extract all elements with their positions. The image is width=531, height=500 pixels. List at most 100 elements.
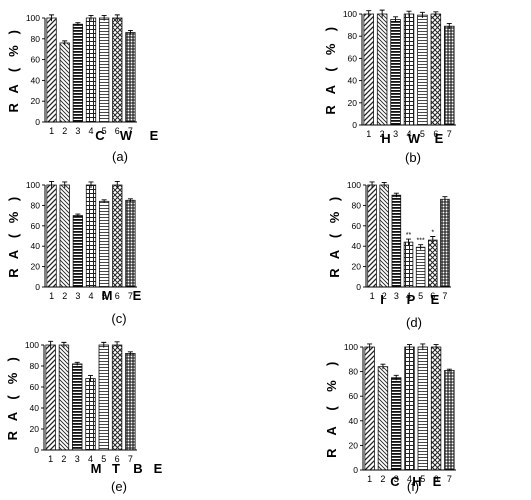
bar (125, 199, 136, 288)
bar (363, 13, 374, 126)
x-tick-label: 7 (442, 291, 447, 301)
error-bar (420, 343, 426, 351)
x-tick-label: 7 (447, 474, 452, 484)
y-axis-label-letter: R (323, 105, 338, 115)
x-tick-label: 2 (380, 474, 385, 484)
chart-panel-4: 1 2 3 ** 4 *** 5 * 6 7 0 20 40 60 80 100 RA (%) I P E (d) (327, 180, 451, 330)
x-tick-label: 6 (115, 126, 120, 136)
x-tick-label: 4 (88, 454, 93, 464)
x-tick-label: 5 (420, 129, 425, 139)
x-axis-label-letter: E (133, 288, 142, 303)
y-tick-label: 40 (348, 76, 358, 86)
bar (430, 346, 442, 471)
x-tick-label: 5 (418, 291, 423, 301)
x-tick-label: 1 (49, 126, 54, 136)
bar (45, 344, 56, 451)
x-axis-label-letter: E (154, 461, 163, 476)
chart-panel-5: 1 2 3 4 5 6 7 0 20 40 60 80 100 RA (%) M T B E (e) (5, 340, 163, 494)
panel-label: (c) (111, 311, 126, 326)
error-bar (114, 180, 120, 189)
y-tick-label: 100 (25, 340, 39, 350)
y-tick-label: 0 (35, 282, 40, 292)
panel-label: (d) (406, 315, 422, 330)
y-axis-label-letter: A (323, 84, 338, 94)
y-axis-label-letter: A (327, 249, 342, 259)
error-bar (446, 368, 452, 372)
bar (403, 13, 415, 126)
bar (377, 366, 389, 471)
error-bar (114, 341, 120, 349)
y-tick-label: 100 (344, 342, 358, 352)
y-axis-label-letter: R (324, 448, 339, 458)
error-bar (442, 196, 448, 202)
x-tick-label: 4 (407, 474, 412, 484)
x-tick-label: 6 (433, 129, 438, 139)
bar (112, 184, 123, 288)
bar (417, 14, 428, 126)
error-bar (127, 198, 133, 202)
error-bar (418, 244, 424, 250)
y-tick-label: 80 (31, 200, 41, 210)
x-tick-label: 7 (447, 129, 452, 139)
x-axis-label-letter: P (407, 292, 416, 307)
error-bar (369, 181, 375, 189)
bar (440, 198, 450, 288)
bar (85, 378, 96, 451)
y-tick-label: 100 (343, 9, 357, 19)
y-axis-label-letter: ) (5, 357, 20, 361)
x-tick-label: 6 (115, 291, 120, 301)
panel-label: (e) (111, 479, 127, 494)
error-bar (433, 11, 439, 17)
bar (430, 13, 442, 126)
panel-label: (a) (112, 149, 128, 164)
x-axis-label-letter: W (408, 131, 421, 146)
bar (125, 352, 136, 451)
y-axis-label-letter: % (6, 211, 21, 223)
error-bar (114, 14, 120, 22)
y-axis-label-letter: A (6, 249, 21, 259)
x-tick-label: 7 (128, 126, 133, 136)
x-tick-label: 7 (128, 291, 133, 301)
error-bar (74, 361, 80, 366)
error-bar (446, 22, 452, 29)
x-axis-label-letter: E (435, 131, 444, 146)
y-axis-label-letter: ( (327, 233, 342, 238)
y-axis-label-letter: A (324, 426, 339, 436)
x-tick-label: 3 (75, 291, 80, 301)
x-tick-label: 6 (430, 291, 435, 301)
bar (72, 23, 83, 123)
x-axis-label-letter: E (150, 128, 159, 143)
error-bar (419, 11, 425, 18)
y-tick-label: 40 (349, 416, 359, 426)
y-tick-label: 20 (349, 440, 359, 450)
y-tick-label: 100 (26, 180, 40, 190)
y-axis-label-letter: R (327, 268, 342, 278)
bar (379, 184, 389, 288)
bar (417, 346, 428, 471)
bar (112, 17, 123, 123)
bar (85, 17, 97, 123)
x-axis-label-letter: T (112, 461, 120, 476)
bar (99, 200, 110, 288)
x-tick-label: 3 (393, 129, 398, 139)
y-tick-label: 20 (348, 98, 358, 108)
x-tick-label: 7 (128, 454, 133, 464)
bar (444, 25, 455, 126)
x-axis-label-letter: H (381, 131, 390, 146)
y-tick-label: 40 (31, 75, 41, 85)
bar (415, 246, 426, 288)
y-axis-label-letter: R (5, 430, 20, 440)
x-tick-label: 5 (102, 291, 107, 301)
y-axis-label-letter: ) (327, 197, 342, 201)
error-bar (48, 340, 54, 349)
bar (59, 184, 70, 288)
y-tick-label: 20 (352, 262, 362, 272)
error-bar (430, 236, 436, 244)
y-axis-label-letter: R (6, 268, 21, 278)
y-axis-label-letter: ) (6, 197, 21, 201)
bar (364, 346, 375, 471)
bar (58, 344, 70, 451)
bar (46, 17, 57, 123)
bar (390, 19, 401, 126)
